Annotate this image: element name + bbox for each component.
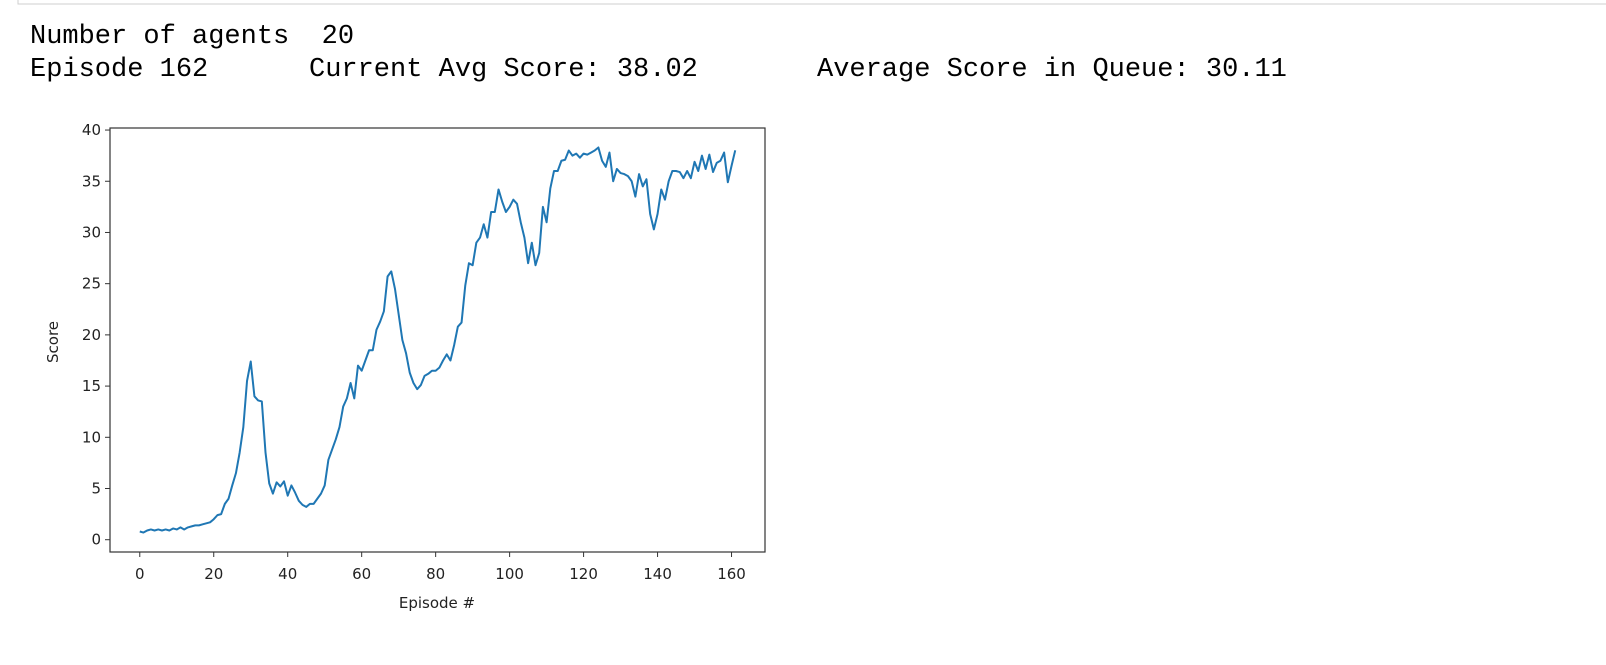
x-tick-label: 60 [352,565,371,583]
y-tick-label: 20 [82,326,101,344]
agents-line: Number of agents 20 [30,22,354,52]
x-tick-label: 100 [495,565,524,583]
x-tick-label: 40 [278,565,297,583]
score-line [139,146,737,534]
y-tick-label: 30 [82,223,101,241]
x-tick-label: 80 [426,565,445,583]
x-axis-label: Episode # [399,594,475,612]
x-tick-label: 0 [135,565,145,583]
y-tick-label: 25 [82,275,101,293]
y-tick-label: 5 [91,480,101,498]
x-tick-label: 140 [643,565,672,583]
y-tick-label: 0 [91,531,101,549]
episode-text: Episode 162 [30,55,208,85]
y-tick-label: 40 [82,121,101,139]
y-tick-label: 15 [82,377,101,395]
plot-frame [109,127,766,553]
x-tick-label: 160 [717,565,746,583]
x-tick-label: 20 [204,565,223,583]
queue-score-text: Average Score in Queue: 30.11 [817,55,1287,85]
y-axis-label: Score [44,321,62,363]
cell-border [17,0,1606,5]
current-score-text: Current Avg Score: 38.02 [309,55,698,85]
x-tick-label: 120 [569,565,598,583]
y-tick-label: 35 [82,172,101,190]
y-tick-label: 10 [82,428,101,446]
